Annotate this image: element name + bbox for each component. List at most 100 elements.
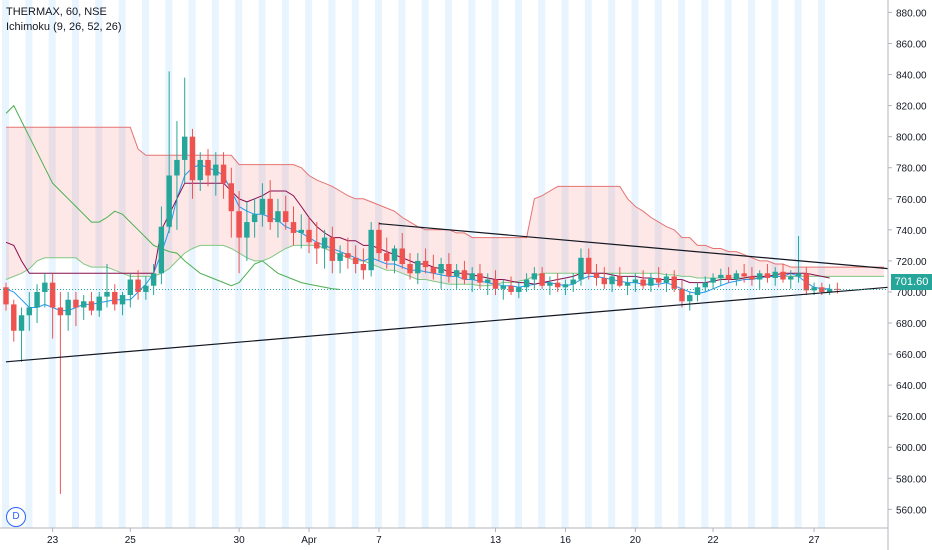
cloud-segment (643, 211, 651, 274)
candle-body (80, 301, 87, 308)
candle-body (422, 260, 429, 268)
candle-body (314, 242, 320, 249)
session-band (25, 0, 33, 528)
session-band (514, 0, 522, 528)
cloud-segment (852, 267, 861, 277)
price-axis-label: 860.00 (896, 39, 927, 50)
session-band (258, 0, 266, 528)
candle-body (741, 273, 747, 277)
cloud-segment (309, 175, 317, 246)
cloud-segment (495, 237, 504, 285)
session-band (2, 0, 10, 528)
session-band (631, 0, 639, 528)
session-band (48, 0, 56, 528)
candle-body (632, 279, 639, 283)
session-band (491, 0, 499, 528)
session-band (375, 0, 383, 528)
cloud-segment (837, 267, 846, 277)
candle-body (213, 164, 219, 176)
candle-body (376, 229, 382, 254)
cloud-segment (60, 127, 69, 258)
cloud-segment (697, 245, 706, 278)
candle-body (624, 282, 631, 286)
cloud-segment (145, 155, 154, 277)
cloud-segment (6, 127, 14, 280)
cloud-segment (114, 127, 123, 274)
candle-body (756, 273, 763, 280)
candle-body (764, 273, 771, 278)
cloud-segment (821, 267, 830, 277)
dividend-badge[interactable]: D (6, 507, 26, 527)
time-axis-label: 23 (47, 535, 59, 546)
candle-body (547, 282, 553, 286)
cloud-segment (107, 127, 115, 271)
candle-body (601, 277, 608, 285)
session-band (281, 0, 289, 528)
price-axis-label: 780.00 (896, 164, 927, 175)
cloud-segment (674, 229, 682, 277)
candle-body (337, 253, 343, 261)
candle-body (352, 257, 359, 264)
time-axis-label: 20 (630, 535, 642, 546)
candle-body (826, 288, 833, 292)
price-axis-label: 880.00 (896, 8, 927, 19)
price-axis-label: 760.00 (896, 195, 927, 206)
candle-body (725, 274, 732, 280)
cloud-segment (728, 251, 737, 278)
candle-body (819, 287, 825, 292)
chikou-line (5, 104, 341, 290)
candle-body (461, 270, 468, 280)
candle-body (3, 287, 9, 305)
cloud-segment (751, 257, 760, 278)
cloud-segment (21, 127, 30, 274)
cloud-segment (44, 127, 53, 258)
candle-body (803, 273, 810, 291)
cloud-segment (91, 127, 100, 268)
time-axis-label: 16 (560, 535, 572, 546)
candle-body (135, 279, 141, 292)
price-axis-label: 720.00 (896, 257, 927, 268)
price-axis-label: 680.00 (896, 319, 927, 330)
candle-body (158, 226, 165, 274)
session-band (118, 0, 126, 528)
candle-body (570, 279, 576, 285)
cloud-segment (37, 127, 45, 261)
resistance-trendline (378, 223, 889, 270)
candle-body (523, 279, 530, 288)
candle-body (391, 248, 398, 261)
cloud-segment (689, 237, 698, 278)
cloud-segment (340, 191, 348, 258)
session-band (95, 0, 103, 528)
price-axis-label: 620.00 (896, 412, 927, 423)
candle-body (259, 198, 266, 215)
candle-body (65, 299, 71, 316)
cloud-segment (713, 248, 721, 278)
candle-body (430, 267, 437, 274)
session-band (561, 0, 569, 528)
cloud-segment (518, 237, 527, 282)
candle-body (244, 222, 250, 238)
candle-body (34, 291, 40, 308)
price-axis-label: 640.00 (896, 381, 927, 392)
candle-body (492, 279, 499, 289)
last-price-tag: 701.60 (891, 274, 932, 290)
candle-body (104, 291, 110, 297)
cloud-segment (744, 254, 752, 278)
candle-body (718, 274, 724, 278)
cloud-segment (736, 251, 745, 278)
cloud-segment (604, 186, 613, 274)
session-band (817, 0, 825, 528)
time-axis-label: 25 (125, 535, 137, 546)
candle-body (166, 175, 172, 227)
candle-body (251, 214, 258, 223)
price-axis-label: 840.00 (896, 71, 927, 82)
candle-body (181, 136, 188, 160)
candle-body (345, 253, 351, 258)
cloud-segment (254, 164, 263, 261)
cloud-segment (301, 167, 310, 246)
session-band (211, 0, 219, 528)
candle-body (329, 237, 336, 261)
cloud-segment (83, 127, 92, 268)
session-band (165, 0, 173, 528)
